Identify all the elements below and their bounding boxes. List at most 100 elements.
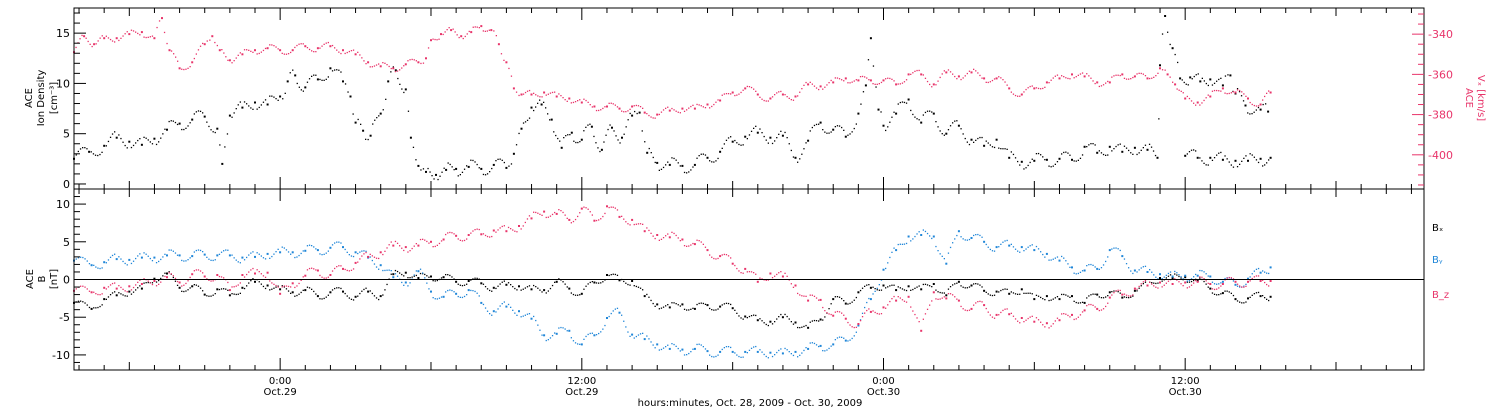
solar-wind-vx-point <box>1008 87 1011 90</box>
solar-wind-vx-sample <box>495 35 497 37</box>
by-sample <box>916 233 918 235</box>
by-sample <box>1216 283 1218 285</box>
solar-wind-vx-sample <box>849 82 851 84</box>
ion-density-point <box>1184 154 1187 157</box>
ion-density-sample <box>457 175 459 177</box>
bz-sample <box>1264 281 1266 284</box>
bz-sample <box>629 224 631 226</box>
ion-density-sample <box>1061 153 1063 155</box>
ion-density-sample <box>652 156 654 159</box>
bz-point <box>744 267 747 270</box>
bz-sample <box>709 254 711 256</box>
by-sample <box>1125 263 1128 265</box>
bx-sample <box>1113 290 1115 292</box>
bz-point <box>593 219 596 222</box>
solar-wind-vx-sample <box>1190 100 1193 102</box>
bz-point <box>719 255 722 258</box>
by-point <box>140 256 143 259</box>
bz-point <box>1159 281 1161 284</box>
bz-sample <box>315 269 317 271</box>
solar-wind-vx-sample <box>841 79 843 81</box>
bz-sample <box>843 314 845 316</box>
bx-sample <box>876 289 878 291</box>
bx-sample <box>727 302 730 305</box>
bz-sample <box>1268 285 1270 287</box>
solar-wind-vx-sample <box>673 109 675 111</box>
ion-density-point <box>316 78 319 81</box>
by-sample <box>453 291 455 293</box>
ion-density-sample <box>139 138 141 140</box>
by-sample <box>319 253 321 255</box>
ion-density-sample <box>641 130 643 132</box>
ion-density-sample <box>1054 163 1056 165</box>
solar-wind-vx-sample <box>1098 85 1100 88</box>
bx-sample <box>338 287 340 289</box>
by-sample <box>811 342 813 344</box>
ion-density-sample <box>1188 151 1191 153</box>
by-sample <box>1102 264 1105 266</box>
by-sample <box>864 306 866 309</box>
by-sample <box>797 356 799 358</box>
bx-sample <box>885 287 887 289</box>
by-sample <box>623 320 625 322</box>
bx-sample <box>193 284 195 286</box>
bz-sample <box>780 271 782 273</box>
solar-wind-vx-sample <box>396 70 399 72</box>
bx-sample <box>137 287 139 289</box>
by-sample <box>600 331 602 333</box>
solar-wind-vx <box>73 17 1272 119</box>
ion-density-sample <box>1148 143 1151 145</box>
by-point <box>1071 266 1073 269</box>
bz-sample <box>541 214 543 216</box>
solar-wind-vx-sample <box>264 47 267 50</box>
bx-sample <box>765 323 767 326</box>
by-sample <box>384 269 386 272</box>
ion-density-point <box>1209 156 1212 159</box>
solar-wind-vx-sample <box>109 38 112 41</box>
solar-wind-vx-sample <box>929 83 931 86</box>
bx-sample <box>306 286 309 288</box>
ion-density-sample <box>723 143 725 145</box>
bx-point <box>1184 276 1187 279</box>
bz-sample <box>968 309 971 311</box>
by-sample <box>1132 272 1134 275</box>
bx-point <box>505 283 508 286</box>
by-point <box>606 317 608 319</box>
bx-sample <box>1088 295 1090 297</box>
bz-sample <box>440 240 443 242</box>
by-sample <box>514 312 516 314</box>
ion-density-sample <box>545 107 547 109</box>
bz-sample <box>338 265 340 267</box>
bz-sample <box>352 268 355 270</box>
by-sample <box>1144 265 1147 267</box>
solar-wind-vx-sample <box>1216 89 1218 92</box>
solar-wind-vx-sample <box>248 49 250 51</box>
by-sample <box>690 351 692 353</box>
by-sample <box>497 308 499 310</box>
solar-wind-vx-sample <box>836 77 839 79</box>
by-sample <box>753 346 755 348</box>
solar-wind-vx-point <box>907 73 910 76</box>
bx-point <box>442 276 445 279</box>
ion-density-sample <box>1140 149 1142 151</box>
bz-sample <box>566 217 568 219</box>
bz-sample <box>579 212 581 214</box>
bx-sample <box>1167 275 1170 277</box>
ion-density-sample <box>486 173 489 175</box>
by-point <box>1184 274 1187 277</box>
solar-wind-vx-sample <box>177 60 179 62</box>
by-sample <box>926 232 929 235</box>
bz-sample <box>1037 319 1040 321</box>
by-sample <box>1203 271 1205 273</box>
bx-sample <box>399 272 401 274</box>
ion-density-point <box>455 167 458 170</box>
solar-wind-vx-point <box>794 95 797 98</box>
bx-sample <box>771 323 774 325</box>
bx-sample <box>629 284 631 286</box>
bz-sample <box>1230 277 1232 279</box>
bx-sample <box>233 293 235 295</box>
bx-sample <box>88 306 91 309</box>
bz-sample <box>503 225 505 227</box>
bx-sample <box>210 295 212 297</box>
bx-sample <box>646 293 648 296</box>
